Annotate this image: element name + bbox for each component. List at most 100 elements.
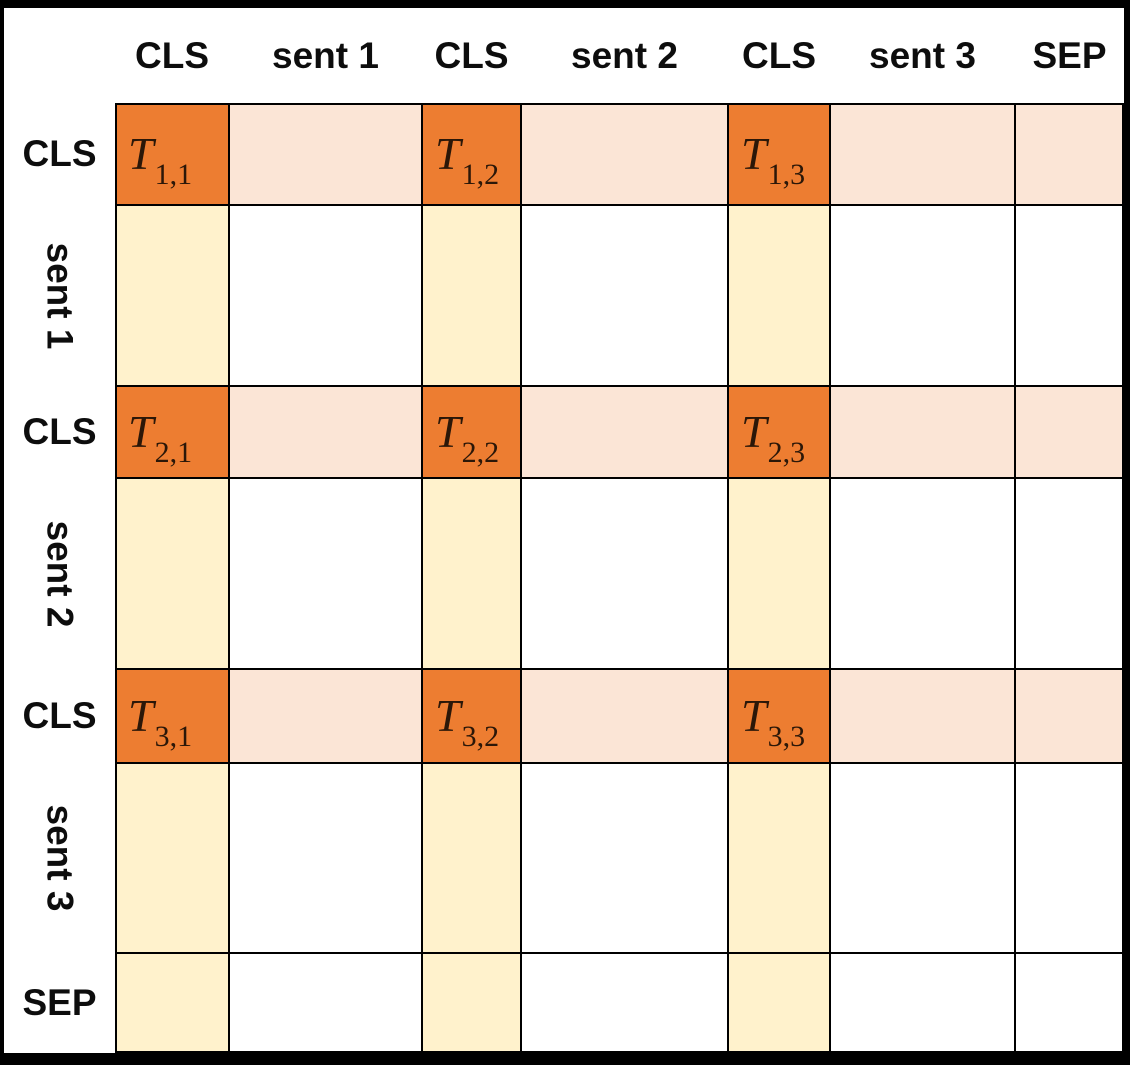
matrix-cell-cls-col	[422, 478, 521, 669]
attention-matrix: CLS sent 1 CLS sent 2 CLS sent 3 SEP CLS T1,1 T1,…	[4, 8, 1124, 1053]
t-label-base: T	[741, 128, 767, 179]
row-header-label: sent 2	[39, 520, 81, 627]
matrix-cell-cls-cls: T2,1	[115, 386, 229, 478]
matrix-cell-cls-col	[422, 763, 521, 953]
t-label-3-1: T3,1	[116, 690, 192, 752]
matrix-cell-cls-cls: T3,3	[728, 669, 830, 763]
matrix-corner	[4, 8, 115, 103]
column-header-sep: SEP	[1015, 8, 1124, 103]
t-label-1-3: T1,3	[729, 128, 805, 190]
matrix-cell-cls-cls: T2,3	[728, 386, 830, 478]
matrix-cell-cls-row	[521, 669, 728, 763]
column-header-sent-1: sent 1	[229, 8, 422, 103]
t-label-subscript: 2,1	[154, 436, 193, 469]
matrix-cell-cls-row	[521, 103, 728, 205]
matrix-cell-cls-row	[1015, 386, 1124, 478]
matrix-cell-cls-col	[422, 205, 521, 386]
matrix-cell-cls-row	[229, 386, 422, 478]
column-header-cls: CLS	[728, 8, 830, 103]
matrix-cell	[830, 763, 1015, 953]
matrix-cell-cls-col	[422, 953, 521, 1053]
t-label-3-2: T3,2	[423, 690, 499, 752]
row-header-label: CLS	[22, 695, 97, 736]
t-label-subscript: 1,2	[461, 158, 500, 191]
t-label-3-3: T3,3	[729, 690, 805, 752]
matrix-cell-cls-row	[1015, 669, 1124, 763]
t-label-base: T	[435, 128, 461, 179]
matrix-cell	[830, 953, 1015, 1053]
row-header-sent-3: sent 3	[4, 763, 115, 953]
matrix-cell	[229, 205, 422, 386]
column-header-cls: CLS	[422, 8, 521, 103]
row-header-label: sent 1	[39, 242, 81, 349]
t-label-base: T	[128, 690, 154, 741]
matrix-cell-cls-col	[728, 205, 830, 386]
t-label-subscript: 1,1	[154, 158, 193, 191]
row-header-label: sent 3	[39, 804, 81, 912]
matrix-cell	[1015, 953, 1124, 1053]
matrix-cell-cls-cls: T2,2	[422, 386, 521, 478]
matrix-cell	[229, 478, 422, 669]
matrix-cell	[229, 953, 422, 1053]
matrix-cell	[1015, 205, 1124, 386]
t-label-2-1: T2,1	[116, 406, 192, 468]
row-header-cls: CLS	[4, 669, 115, 763]
column-header-sent-2: sent 2	[521, 8, 728, 103]
row-header-sep: SEP	[4, 953, 115, 1053]
t-label-base: T	[435, 690, 461, 741]
matrix-cell-cls-col	[728, 763, 830, 953]
t-label-subscript: 1,3	[767, 158, 806, 191]
t-label-base: T	[741, 406, 767, 457]
matrix-cell	[521, 763, 728, 953]
matrix-cell	[830, 205, 1015, 386]
t-label-subscript: 2,2	[461, 436, 500, 469]
matrix-cell-cls-cls: T1,2	[422, 103, 521, 205]
column-header-cls: CLS	[115, 8, 229, 103]
matrix-cell-cls-col	[728, 478, 830, 669]
row-header-sent-1: sent 1	[4, 205, 115, 386]
t-label-base: T	[435, 406, 461, 457]
row-header-label: CLS	[22, 133, 97, 174]
row-header-cls: CLS	[4, 386, 115, 478]
matrix-cell	[830, 478, 1015, 669]
row-header-sent-2: sent 2	[4, 478, 115, 669]
row-header-label: SEP	[22, 982, 97, 1023]
matrix-cell-cls-row	[521, 386, 728, 478]
matrix-cell	[521, 205, 728, 386]
t-label-1-2: T1,2	[423, 128, 499, 190]
matrix-cell-cls-col	[115, 478, 229, 669]
t-label-subscript: 2,3	[767, 436, 806, 469]
matrix-cell-cls-cls: T3,2	[422, 669, 521, 763]
matrix-cell-cls-col	[115, 205, 229, 386]
matrix-cell	[1015, 478, 1124, 669]
matrix-cell-cls-col	[115, 763, 229, 953]
t-label-subscript: 3,3	[767, 720, 806, 753]
matrix-cell-cls-row	[229, 669, 422, 763]
matrix-cell-cls-cls: T1,3	[728, 103, 830, 205]
matrix-cell-cls-row	[229, 103, 422, 205]
t-label-base: T	[128, 128, 154, 179]
matrix-cell-cls-cls: T3,1	[115, 669, 229, 763]
t-label-base: T	[128, 406, 154, 457]
matrix-cell-cls-row	[830, 386, 1015, 478]
matrix-cell-cls-col	[728, 953, 830, 1053]
row-header-label: CLS	[22, 411, 97, 452]
row-header-cls: CLS	[4, 103, 115, 205]
matrix-cell	[1015, 763, 1124, 953]
t-label-subscript: 3,1	[154, 720, 193, 753]
t-label-subscript: 3,2	[461, 720, 500, 753]
matrix-cell	[229, 763, 422, 953]
matrix-cell	[521, 953, 728, 1053]
matrix-cell-cls-col	[115, 953, 229, 1053]
t-label-2-2: T2,2	[423, 406, 499, 468]
matrix-cell-cls-row	[1015, 103, 1124, 205]
matrix-cell-cls-row	[830, 103, 1015, 205]
column-header-sent-3: sent 3	[830, 8, 1015, 103]
matrix-cell	[521, 478, 728, 669]
t-label-base: T	[741, 690, 767, 741]
t-label-1-1: T1,1	[116, 128, 192, 190]
matrix-cell-cls-row	[830, 669, 1015, 763]
matrix-cell-cls-cls: T1,1	[115, 103, 229, 205]
t-label-2-3: T2,3	[729, 406, 805, 468]
